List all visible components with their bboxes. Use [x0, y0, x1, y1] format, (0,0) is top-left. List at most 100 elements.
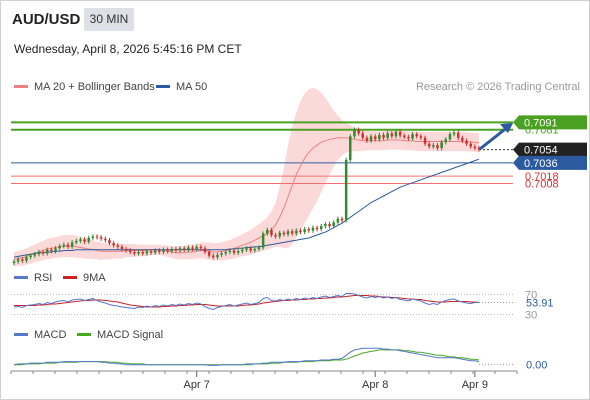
candle	[183, 246, 186, 252]
candle-body	[315, 227, 319, 230]
candle-body	[257, 247, 261, 249]
candle-body	[224, 252, 227, 254]
candle	[440, 140, 443, 151]
price-label-5: 0.7008	[525, 178, 559, 190]
candle-body	[282, 232, 286, 235]
candle	[116, 243, 119, 250]
candle	[336, 216, 340, 225]
candle-body	[41, 252, 45, 254]
candle	[16, 257, 20, 264]
candle-body	[166, 249, 169, 252]
candle-body	[249, 248, 252, 251]
candle-body	[228, 250, 232, 252]
rsi-current-label: 53.91	[526, 298, 554, 310]
candle-body	[261, 233, 265, 248]
candle	[407, 134, 410, 141]
candle	[461, 135, 464, 143]
price-label-4: 0.7018	[525, 171, 559, 183]
candle	[141, 249, 144, 256]
legend-swatch-9ma	[63, 275, 77, 279]
candle	[374, 134, 377, 142]
candle-body	[232, 250, 236, 253]
candle-body	[303, 229, 306, 232]
candle	[153, 248, 157, 255]
candle	[199, 244, 203, 251]
candle	[212, 253, 215, 260]
candle-body	[220, 253, 223, 255]
candle-body	[357, 129, 360, 134]
candle-body	[195, 246, 198, 249]
timeframe-badge[interactable]: 30 MIN	[84, 8, 134, 31]
candle-body	[290, 231, 294, 234]
candle-body	[104, 238, 107, 241]
candle-body	[469, 143, 472, 147]
candle-body	[448, 134, 452, 140]
candle-body	[237, 251, 240, 253]
candle-body	[245, 248, 248, 250]
candle	[79, 237, 82, 244]
candle	[419, 134, 423, 141]
candle-body	[311, 227, 315, 231]
candle	[324, 221, 327, 229]
candle-body	[153, 250, 157, 253]
candle-body	[137, 252, 140, 254]
candle-body	[75, 240, 78, 243]
candle-body	[286, 231, 290, 235]
candle	[120, 244, 124, 252]
candle	[50, 247, 53, 254]
candle	[220, 251, 223, 258]
candle	[278, 230, 281, 239]
candle	[378, 132, 381, 142]
candle-body	[203, 248, 207, 252]
price-label-1: 0.7081	[525, 125, 559, 137]
candle	[403, 133, 406, 140]
candle-body	[174, 249, 178, 251]
candle-body	[398, 131, 402, 136]
candle	[108, 237, 111, 246]
candle-body	[183, 248, 186, 250]
candle	[473, 144, 477, 151]
candle	[12, 259, 16, 266]
macd-zero-label: 0.00	[526, 360, 547, 372]
candle	[224, 249, 227, 256]
candle-body	[419, 136, 423, 138]
candle-body	[340, 218, 344, 221]
candle	[357, 127, 360, 136]
candle-body	[328, 224, 331, 227]
candle-body	[70, 242, 74, 247]
candle-body	[99, 237, 103, 239]
candles	[12, 123, 513, 266]
candle	[75, 238, 78, 245]
candle	[457, 130, 460, 141]
candle-body	[87, 238, 90, 242]
candle-body	[158, 250, 161, 252]
candle	[174, 246, 178, 253]
candle	[432, 142, 435, 149]
candle-body	[477, 148, 481, 150]
candle-body	[54, 248, 57, 252]
candle	[124, 246, 128, 253]
candle	[398, 129, 402, 138]
candle	[274, 232, 277, 239]
price-tag-bg-3	[513, 155, 587, 170]
candle	[70, 240, 74, 250]
candle	[411, 131, 414, 141]
candle	[187, 245, 190, 252]
candle	[232, 248, 236, 255]
candle	[37, 249, 41, 257]
candle-body	[46, 249, 49, 254]
candle	[270, 227, 273, 238]
candle-body	[336, 218, 340, 223]
candle-body	[369, 136, 373, 141]
candle-body	[394, 131, 398, 137]
candle-body	[66, 244, 70, 247]
projection-arrow	[479, 124, 511, 150]
candle	[29, 253, 32, 260]
candle	[91, 234, 95, 241]
candle	[465, 138, 468, 146]
candle	[245, 246, 248, 252]
candle	[158, 248, 161, 255]
